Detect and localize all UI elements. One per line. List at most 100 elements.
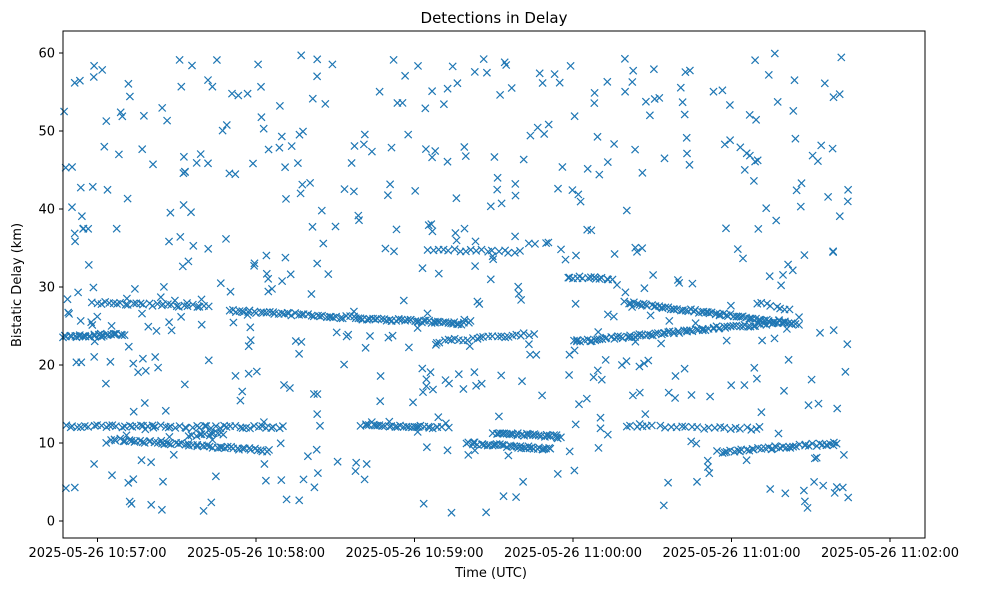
scatter-point — [157, 505, 166, 514]
scatter-point — [88, 182, 97, 191]
scatter-point — [814, 399, 823, 408]
scatter-point — [188, 423, 197, 432]
scatter-point — [124, 342, 133, 351]
scatter-point — [729, 321, 738, 330]
scatter-point — [377, 314, 386, 324]
scatter-point — [319, 239, 328, 248]
scatter-point — [712, 446, 722, 456]
scatter-point — [84, 224, 93, 233]
scatter-point — [594, 443, 603, 452]
scatter-point — [245, 306, 254, 315]
scatter-point — [254, 60, 263, 69]
scatter-point — [720, 423, 729, 432]
scatter-point — [603, 430, 612, 439]
scatter-point — [184, 439, 193, 448]
scatter-point — [138, 300, 148, 309]
scatter-point — [590, 88, 599, 97]
scatter-point — [207, 498, 216, 507]
scatter-point — [736, 322, 745, 331]
scatter-point — [715, 311, 724, 320]
scatter-point — [111, 436, 120, 445]
scatter-point — [486, 202, 495, 211]
scatter-point — [553, 469, 562, 478]
scatter-point — [338, 314, 347, 323]
scatter-point — [638, 244, 647, 253]
scatter-point — [246, 323, 255, 332]
scatter-point — [362, 459, 371, 469]
x-tick-label: 2025-05-26 11:00:00 — [504, 546, 642, 561]
scatter-point — [275, 143, 284, 152]
scatter-point — [749, 445, 758, 454]
scatter-point — [148, 301, 157, 310]
scatter-point — [808, 151, 817, 160]
scatter-point — [726, 425, 735, 434]
scatter-point — [347, 158, 356, 168]
scatter-point — [383, 191, 392, 200]
scatter-point — [218, 126, 227, 135]
scatter-point — [162, 438, 171, 447]
x-axis-label: Time (UTC) — [454, 566, 527, 581]
scatter-point — [63, 295, 72, 304]
scatter-point — [206, 428, 215, 437]
scatter-point — [779, 386, 789, 395]
scatter-point — [354, 216, 364, 225]
scatter-point — [384, 333, 393, 342]
scatter-point — [332, 328, 341, 337]
scatter-point — [524, 340, 533, 349]
scatter-point — [265, 307, 274, 316]
scatter-point — [443, 446, 452, 455]
scatter-point — [413, 323, 422, 333]
scatter-point — [287, 311, 296, 320]
scatter-point — [571, 420, 580, 429]
scatter-point — [123, 194, 132, 203]
scatter-point — [832, 482, 841, 492]
scatter-point — [167, 326, 176, 335]
scatter-point — [138, 145, 147, 154]
scatter-point — [507, 429, 516, 439]
scatter-point — [136, 299, 145, 308]
scatter-point — [682, 133, 691, 142]
scatter-point — [204, 302, 213, 311]
scatter-point — [486, 275, 495, 284]
scatter-point — [504, 451, 513, 460]
scatter-point — [784, 355, 793, 364]
scatter-point — [264, 445, 274, 454]
scatter-point — [116, 298, 125, 307]
scatter-point — [807, 375, 816, 384]
scatter-point — [122, 294, 131, 303]
scatter-point — [256, 82, 266, 91]
scatter-point — [470, 368, 479, 377]
scatter-point — [313, 410, 322, 419]
scatter-point — [815, 328, 825, 337]
scatter-point — [771, 442, 780, 451]
scatter-point — [426, 368, 435, 377]
scatter-point — [422, 375, 431, 384]
scatter-point — [60, 107, 69, 116]
scatter-point — [179, 200, 188, 210]
scatter-point — [775, 316, 784, 325]
scatter-point — [193, 302, 202, 312]
scatter-point — [129, 407, 138, 416]
scatter-point — [208, 435, 217, 444]
scatter-point — [152, 326, 161, 335]
scatter-point — [542, 239, 551, 248]
scatter-point — [179, 152, 188, 161]
scatter-point — [472, 381, 481, 390]
scatter-point — [519, 155, 528, 164]
scatter-point — [344, 330, 353, 339]
scatter-point — [423, 309, 432, 318]
scatter-point — [635, 362, 644, 371]
scatter-point — [306, 178, 315, 187]
scatter-point — [511, 232, 520, 241]
scatter-point — [589, 373, 598, 382]
scatter-point — [576, 197, 585, 206]
scatter-point — [219, 430, 228, 439]
y-axis-label: Bistatic Delay (km) — [10, 223, 25, 347]
scatter-point — [75, 76, 84, 85]
scatter-point — [432, 338, 441, 347]
y-axis-ticks: 0 10 20 30 40 50 60 — [38, 47, 63, 530]
scatter-point — [566, 61, 575, 70]
scatter-point — [841, 367, 850, 376]
scatter-point — [422, 443, 431, 452]
scatter-point — [647, 421, 656, 430]
